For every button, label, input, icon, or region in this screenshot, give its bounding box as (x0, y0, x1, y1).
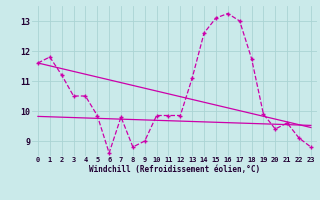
X-axis label: Windchill (Refroidissement éolien,°C): Windchill (Refroidissement éolien,°C) (89, 165, 260, 174)
